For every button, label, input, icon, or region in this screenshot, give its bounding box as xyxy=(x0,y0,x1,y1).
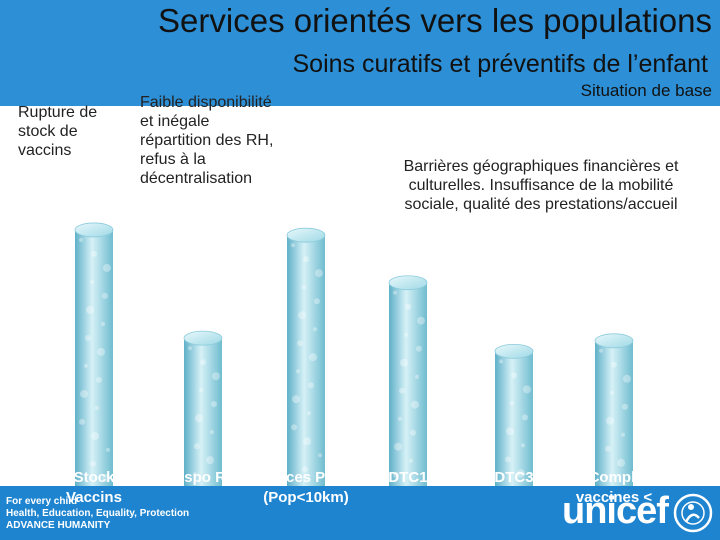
bar-cap-4 xyxy=(388,275,428,291)
unicef-emblem-icon xyxy=(673,493,713,533)
unicef-logo: unicef xyxy=(562,490,669,532)
category-label-5: DTC3 xyxy=(494,469,533,486)
bar-body-2 xyxy=(184,338,222,486)
category-label-4: DTC1 xyxy=(388,469,427,486)
tagline-line1: For every child xyxy=(6,496,78,507)
tagline-line2: Health, Education, Equality, Protection xyxy=(6,508,190,519)
category-label-3: Acces PEV (Pop<10km) xyxy=(263,469,348,506)
category-label-6: Compl. vaccines < xyxy=(576,469,653,506)
bar-body-4 xyxy=(389,282,427,486)
bar-cap-6 xyxy=(594,333,634,349)
tagline-line3: ADVANCE HUMANITY xyxy=(6,520,111,531)
bar-body-6 xyxy=(595,340,633,486)
bar-cap-5 xyxy=(494,343,534,359)
bar-body-1 xyxy=(75,229,113,487)
bar-cap-3 xyxy=(286,227,326,243)
bar-3 xyxy=(286,227,326,486)
bar-5 xyxy=(494,343,534,486)
page-title: Services orientés vers les populations xyxy=(158,2,712,39)
bar-body-5 xyxy=(495,351,533,486)
baseline-label: Situation de base xyxy=(580,81,712,100)
bar-cap-2 xyxy=(183,330,223,346)
bar-body-3 xyxy=(287,235,325,486)
bar-2 xyxy=(183,330,223,486)
page-subtitle: Soins curatifs et préventifs de l’enfant xyxy=(292,50,708,78)
bar-cap-1 xyxy=(74,222,114,238)
category-label-1: Stock Vaccins xyxy=(66,469,122,506)
bar-4 xyxy=(388,275,428,486)
category-label-2: Dispo RH xyxy=(169,469,237,486)
annotation-barriers: Barrières géographiques financières et c… xyxy=(403,158,679,213)
header-banner xyxy=(0,0,720,106)
footer-banner xyxy=(0,486,720,540)
bar-6 xyxy=(594,333,634,486)
annotation-hr-availability: Faible disponibilité et inégale répartit… xyxy=(140,94,274,187)
bar-1 xyxy=(74,222,114,487)
annotation-vaccine-stockout: Rupture de stock de vaccins xyxy=(18,104,98,159)
